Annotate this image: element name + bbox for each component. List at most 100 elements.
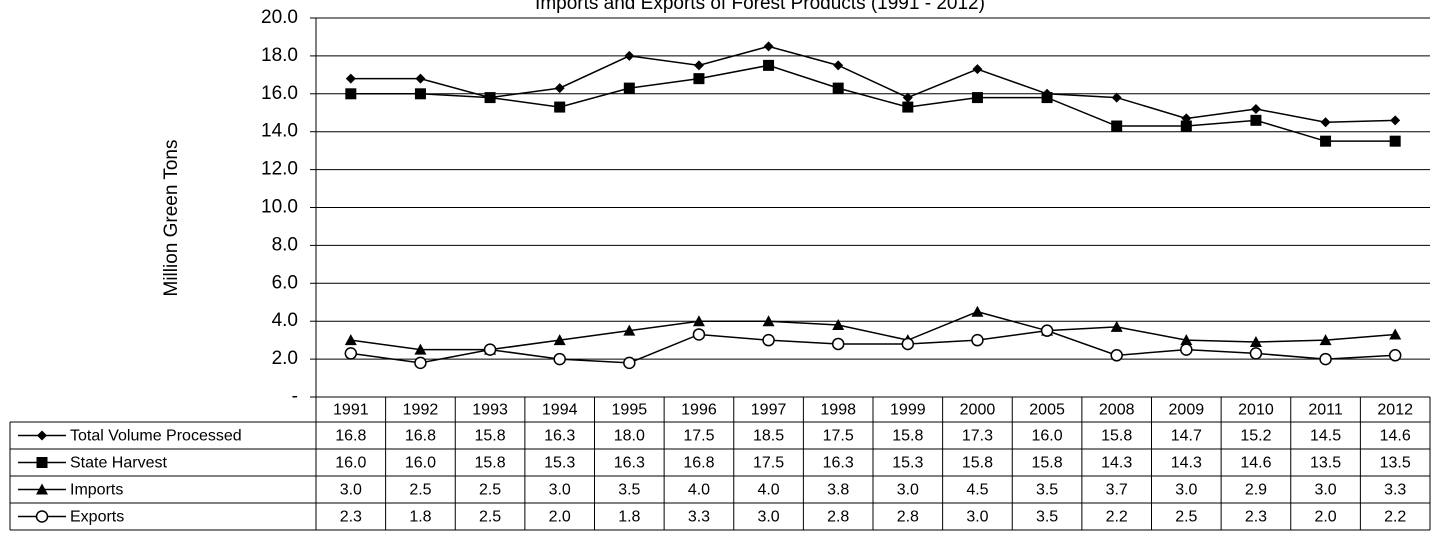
x-tick-label: 2008 [1099,402,1135,419]
table-cell: 2.8 [827,509,849,526]
y-tick-label: 14.0 [261,121,298,142]
marker [553,352,566,366]
x-tick-label: 1991 [333,402,369,419]
marker [832,82,844,94]
marker [345,88,357,100]
table-cell: 15.3 [892,455,923,472]
x-tick-label: 1995 [612,402,648,419]
chart-title: Imports and Exports of Forest Products (… [535,0,985,14]
y-tick-label: 6.0 [272,272,298,293]
marker [1319,352,1332,366]
marker [484,92,496,104]
series-line [350,45,1396,123]
table-cell: 4.0 [688,482,710,499]
table-cell: 16.0 [1031,428,1062,445]
y-tick-label: 18.0 [261,45,298,66]
x-tick-label: 2000 [960,402,996,419]
legend-marker [35,510,49,523]
table-cell: 14.6 [1380,428,1411,445]
y-tick-label: - [292,386,298,407]
table-cell: 15.8 [1031,455,1062,472]
marker [344,347,358,360]
table-cell: 17.5 [683,428,714,445]
table-cell: 13.5 [1310,455,1341,472]
table-cell: 15.8 [962,455,993,472]
table-cell: 17.3 [962,428,993,445]
marker [1319,334,1332,346]
marker [1249,336,1262,348]
legend-marker [36,457,48,468]
marker [902,92,913,103]
table-cell: 3.7 [1106,482,1128,499]
marker [483,343,497,356]
table-cell: 16.0 [335,455,366,472]
table-cell: 3.0 [340,482,362,499]
table-cell: 1.8 [618,509,640,526]
marker [1041,92,1053,104]
legend-marker [36,483,48,495]
table-cell: 2.3 [340,509,362,526]
table-cell: 4.0 [757,482,779,499]
table-cell: 3.8 [827,482,849,499]
x-tick-label: 2011 [1308,402,1343,419]
marker [902,101,914,113]
table-cell: 2.3 [1245,509,1267,526]
table-cell: 2.5 [1175,509,1197,526]
x-tick-label: 2005 [1029,402,1065,419]
marker [414,88,426,100]
marker [692,328,706,341]
table-cell: 3.0 [897,482,919,499]
table-cell: 14.6 [1240,455,1271,472]
marker [831,337,845,351]
table-cell: 16.0 [405,455,436,472]
y-tick-label: 4.0 [272,310,298,331]
table-cell: 16.8 [683,455,714,472]
x-tick-label: 1998 [820,402,856,419]
table-cell: 3.0 [1175,482,1197,499]
table-cell: 18.5 [753,428,784,445]
y-tick-label: 10.0 [261,197,298,218]
table-cell: 2.0 [1314,509,1336,526]
marker [553,334,566,346]
marker [1040,324,1054,337]
table-cell: 13.5 [1380,455,1411,472]
marker [901,337,915,351]
table-cell: 16.3 [544,428,575,445]
x-tick-label: 1992 [403,402,439,419]
marker [693,60,704,71]
table-cell: 3.0 [549,482,571,499]
marker [971,333,984,347]
marker [623,324,636,336]
table-cell: 2.5 [479,509,501,526]
marker [1111,120,1123,132]
table-cell: 3.0 [757,509,779,526]
y-tick-label: 12.0 [261,159,298,180]
marker [1180,343,1193,356]
table-cell: 2.9 [1245,482,1267,499]
marker [762,315,775,327]
legend-label: Imports [70,482,123,499]
table-cell: 18.0 [614,428,645,445]
table-cell: 15.3 [544,455,575,472]
table-cell: 4.5 [966,482,988,499]
x-tick-label: 1999 [890,402,926,419]
x-tick-label: 1994 [542,402,578,419]
series-line [350,64,1396,142]
marker [1111,92,1122,103]
table-cell: 16.3 [823,455,854,472]
table-cell: 1.8 [409,509,431,526]
table-cell: 2.5 [409,482,431,499]
y-tick-label: 2.0 [272,348,298,369]
table-cell: 3.0 [1314,482,1336,499]
y-tick-label: 16.0 [261,83,298,104]
marker [1250,103,1261,114]
marker [344,334,357,346]
marker [623,82,635,94]
table-cell: 15.8 [892,428,923,445]
table-cell: 2.5 [479,482,501,499]
legend-label: Exports [70,509,124,526]
table-cell: 3.3 [688,509,710,526]
table-cell: 2.2 [1384,509,1406,526]
marker [1180,120,1192,132]
table-cell: 3.5 [1036,509,1058,526]
